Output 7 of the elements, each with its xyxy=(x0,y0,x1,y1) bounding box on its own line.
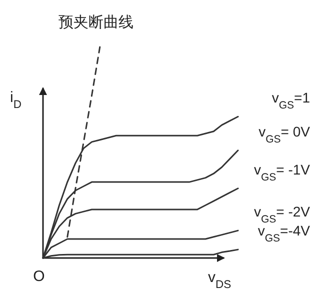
x-axis-title: v$_{DS}$ xyxy=(208,269,232,291)
series-label: 预夹断曲线 xyxy=(58,14,134,31)
series-label: v$_{GS}$= 0V xyxy=(258,123,311,146)
text: O xyxy=(33,268,45,285)
text: v$_{GS}$=1 xyxy=(272,90,310,112)
y-axis-title: i$_{D}$ xyxy=(10,89,22,111)
series-label: v$_{GS}$= -1V xyxy=(254,161,311,184)
